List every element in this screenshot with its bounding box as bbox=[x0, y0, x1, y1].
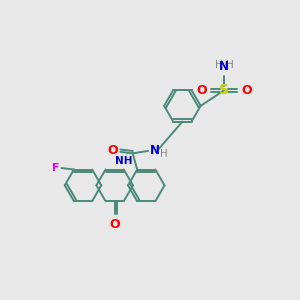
Text: H: H bbox=[215, 60, 223, 70]
Text: F: F bbox=[52, 163, 59, 173]
Text: O: O bbox=[241, 84, 252, 97]
Text: O: O bbox=[197, 84, 207, 97]
Text: S: S bbox=[219, 83, 229, 97]
Text: N: N bbox=[149, 144, 160, 157]
Text: H: H bbox=[160, 149, 168, 159]
Text: O: O bbox=[110, 218, 120, 231]
Text: N: N bbox=[219, 60, 229, 74]
Text: H: H bbox=[226, 60, 233, 70]
Text: NH: NH bbox=[115, 156, 133, 166]
Text: O: O bbox=[107, 144, 118, 157]
